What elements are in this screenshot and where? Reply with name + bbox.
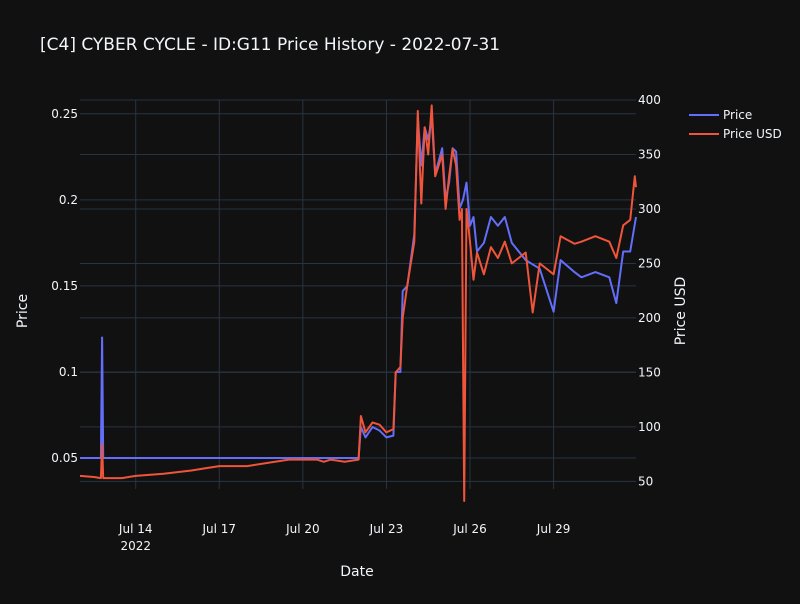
y-tick-label: 0.05 [51,451,78,465]
y2-tick-label: 250 [638,256,661,270]
x-tick-label: Jul 17 [202,522,237,536]
y-axis-ticks: 0.05 0.1 0.15 0.2 0.25 [51,107,78,465]
y2-tick-label: 50 [638,474,653,488]
legend[interactable]: Price Price USD [689,108,782,141]
x-axis-title: Date [340,564,373,580]
y-axis-title: Price [15,294,31,328]
y2-axis-title: Price USD [673,277,689,346]
legend-label-price-usd[interactable]: Price USD [723,127,782,141]
x-tick-label: Jul 20 [285,522,320,536]
x-axis-ticks: Jul 14 2022 Jul 17 Jul 20 Jul 23 Jul 26 Jul 29 [118,522,570,553]
x-tick-label: Jul 26 [452,522,487,536]
y2-tick-label: 300 [638,202,661,216]
y-tick-label: 0.2 [59,193,78,207]
y2-tick-label: 350 [638,147,661,161]
y2-tick-label: 200 [638,311,661,325]
x-tick-label: Jul 23 [369,522,404,536]
y-tick-label: 0.15 [51,279,78,293]
x-tick-year-label: 2022 [120,539,151,553]
chart-title: [C4] CYBER CYCLE - ID:G11 Price History … [40,35,500,55]
y2-tick-label: 150 [638,365,661,379]
x-tick-label: Jul 29 [536,522,571,536]
series-line-price-usd[interactable] [79,104,637,502]
legend-label-price[interactable]: Price [723,108,752,122]
y-tick-label: 0.1 [59,365,78,379]
x-tick-label: Jul 14 [118,522,153,536]
y2-axis-ticks: 50 100 150 200 250 300 350 400 [638,93,661,488]
series-lines[interactable] [79,104,637,502]
grid [80,99,636,489]
y2-tick-label: 400 [638,93,661,107]
y-tick-label: 0.25 [51,107,78,121]
y2-tick-label: 100 [638,420,661,434]
